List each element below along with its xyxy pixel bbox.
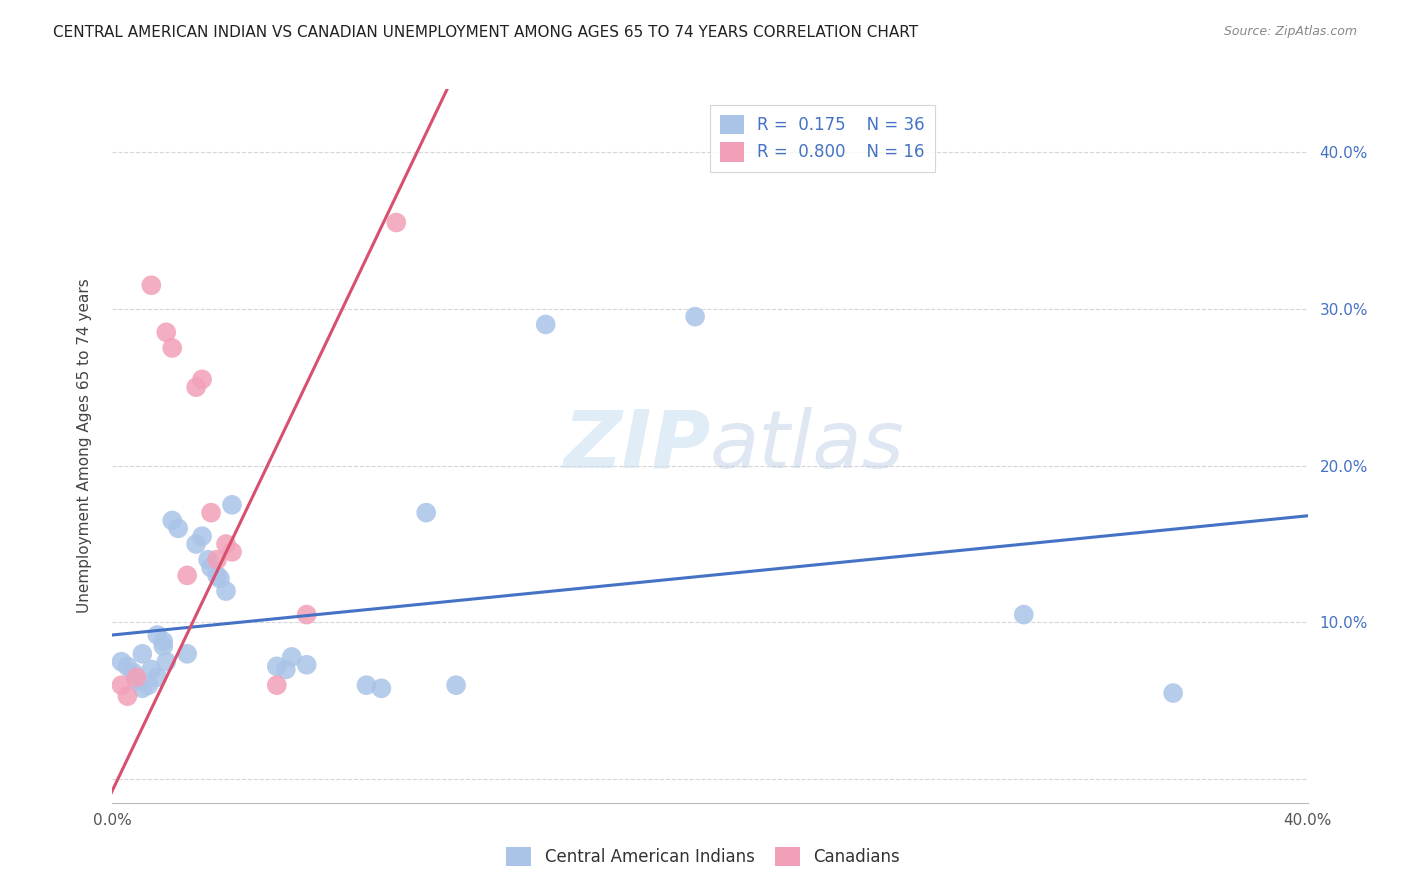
Point <box>131 647 153 661</box>
Point <box>191 529 214 543</box>
Point <box>356 678 378 692</box>
Point <box>205 568 228 582</box>
Point <box>221 498 243 512</box>
Point <box>191 372 214 386</box>
Point <box>141 278 163 293</box>
Point <box>186 380 208 394</box>
Point <box>122 665 145 680</box>
Point <box>155 326 177 340</box>
Point <box>162 341 183 355</box>
Legend: Central American Indians, Canadians: Central American Indians, Canadians <box>499 840 907 873</box>
Point <box>205 552 228 566</box>
Point <box>295 607 318 622</box>
Point <box>683 310 706 324</box>
Point <box>281 649 304 664</box>
Point <box>295 657 318 672</box>
Point <box>125 673 148 688</box>
Y-axis label: Unemployment Among Ages 65 to 74 years: Unemployment Among Ages 65 to 74 years <box>77 278 91 614</box>
Text: CENTRAL AMERICAN INDIAN VS CANADIAN UNEMPLOYMENT AMONG AGES 65 TO 74 YEARS CORRE: CENTRAL AMERICAN INDIAN VS CANADIAN UNEM… <box>53 25 918 40</box>
Point <box>152 639 174 653</box>
Point <box>1161 686 1184 700</box>
Point <box>444 678 467 692</box>
Point <box>141 663 163 677</box>
Point <box>155 655 177 669</box>
Point <box>146 670 169 684</box>
Point <box>176 568 198 582</box>
Point <box>110 678 132 692</box>
Point <box>534 318 557 332</box>
Point <box>176 647 198 661</box>
Point <box>1012 607 1035 622</box>
Point <box>200 560 222 574</box>
Legend: R =  0.175    N = 36, R =  0.800    N = 16: R = 0.175 N = 36, R = 0.800 N = 16 <box>710 104 935 171</box>
Point <box>209 572 232 586</box>
Point <box>221 545 243 559</box>
Point <box>215 584 238 599</box>
Point <box>138 678 160 692</box>
Point <box>197 552 219 566</box>
Point <box>274 663 297 677</box>
Point <box>215 537 238 551</box>
Text: atlas: atlas <box>710 407 905 485</box>
Point <box>117 689 139 703</box>
Point <box>266 678 288 692</box>
Point <box>162 514 183 528</box>
Point <box>152 634 174 648</box>
Point <box>146 628 169 642</box>
Point <box>186 537 208 551</box>
Point <box>200 506 222 520</box>
Point <box>131 681 153 696</box>
Text: Source: ZipAtlas.com: Source: ZipAtlas.com <box>1223 25 1357 38</box>
Point <box>167 521 190 535</box>
Point <box>385 215 408 229</box>
Point <box>117 659 139 673</box>
Point <box>370 681 392 696</box>
Text: ZIP: ZIP <box>562 407 710 485</box>
Point <box>125 670 148 684</box>
Point <box>415 506 437 520</box>
Point <box>266 659 288 673</box>
Point <box>110 655 132 669</box>
